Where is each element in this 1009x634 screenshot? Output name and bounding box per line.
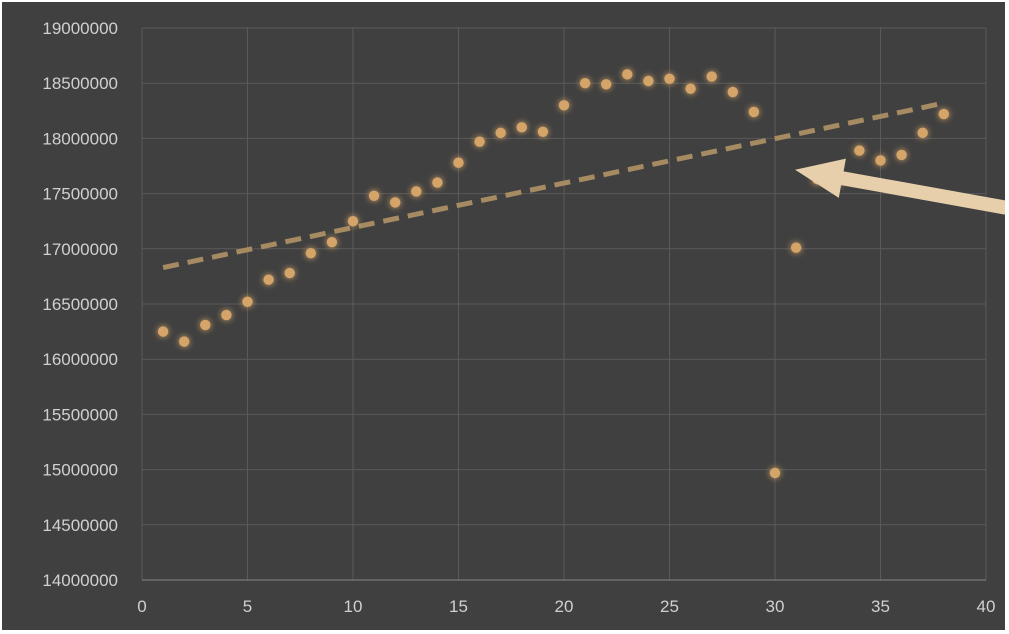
linear-trendline	[162, 100, 945, 271]
y-axis-tick-labels: 14000000 14500000 15000000 15500000 16000000…	[42, 19, 118, 590]
y-tick-label: 19000000	[42, 19, 118, 38]
x-tick-label: 15	[449, 597, 468, 616]
data-point	[558, 100, 570, 111]
data-point	[896, 149, 907, 161]
y-tick-label: 14500000	[42, 516, 118, 535]
data-point	[748, 106, 760, 118]
x-axis-tick-labels: 0 5 10 15 20 25 30 35 40	[137, 597, 995, 616]
data-point	[305, 248, 316, 259]
x-tick-label: 30	[766, 597, 785, 616]
x-tick-label: 10	[344, 597, 363, 616]
data-point	[157, 326, 169, 337]
annotation-arrow	[795, 158, 1005, 215]
data-point	[643, 75, 654, 87]
data-point	[200, 319, 211, 331]
data-point	[664, 73, 675, 84]
data-point	[685, 83, 696, 94]
x-tick-label: 5	[243, 597, 252, 616]
arrow-shape	[795, 158, 1005, 215]
data-point	[579, 78, 591, 89]
data-point	[347, 216, 359, 227]
x-tick-label: 20	[555, 597, 574, 616]
y-tick-label: 15500000	[42, 405, 118, 424]
data-point	[453, 157, 464, 168]
data-point	[221, 309, 232, 321]
data-point	[432, 177, 443, 188]
data-point	[516, 122, 527, 133]
x-tick-label: 25	[660, 597, 679, 616]
data-point	[769, 467, 781, 479]
y-tick-label: 18000000	[42, 129, 118, 148]
x-tick-label: 0	[137, 597, 146, 616]
y-tick-label: 17000000	[42, 240, 118, 259]
data-point	[790, 242, 802, 253]
data-point	[706, 71, 717, 82]
y-tick-label: 14000000	[42, 571, 118, 590]
data-point	[263, 274, 274, 285]
data-point	[368, 190, 380, 202]
data-points	[157, 69, 949, 479]
data-point	[854, 145, 865, 156]
y-tick-label: 17500000	[42, 185, 118, 204]
data-point	[179, 336, 190, 347]
y-tick-label: 16000000	[42, 350, 118, 369]
gridlines	[141, 27, 987, 580]
data-point	[622, 69, 633, 80]
data-point	[284, 267, 295, 279]
data-point	[938, 108, 949, 120]
data-point	[601, 79, 612, 90]
data-point	[727, 86, 738, 98]
data-point	[474, 136, 485, 147]
data-point	[242, 296, 253, 307]
y-tick-label: 18500000	[42, 74, 118, 93]
data-point	[875, 155, 886, 166]
y-tick-label: 15000000	[42, 461, 118, 480]
data-point	[390, 197, 401, 208]
trendline	[162, 100, 945, 271]
data-point	[411, 186, 422, 197]
data-point	[537, 126, 549, 137]
x-tick-label: 40	[977, 597, 996, 616]
x-tick-label: 35	[871, 597, 890, 616]
y-tick-label: 16500000	[42, 295, 118, 314]
data-point	[917, 127, 928, 139]
data-point	[495, 127, 506, 139]
data-point	[326, 236, 338, 248]
